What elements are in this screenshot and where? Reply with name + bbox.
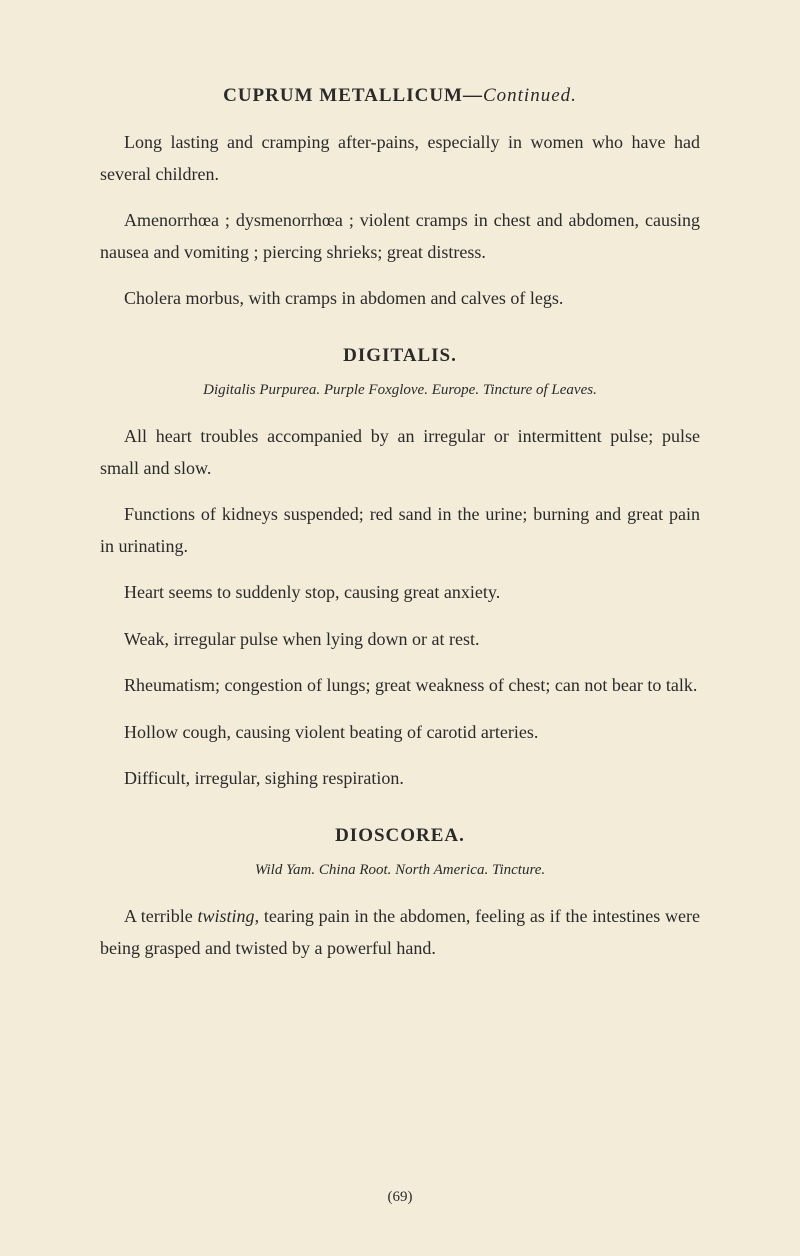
section1-para1: Long lasting and cramping after-pains, e… bbox=[100, 127, 700, 190]
section2-para6: Hollow cough, causing violent beating of… bbox=[100, 717, 700, 749]
section3-para1: A terrible twisting, tearing pain in the… bbox=[100, 901, 700, 964]
para1-italic: twisting bbox=[198, 906, 255, 926]
page-title: CUPRUM METALLICUM—Continued. bbox=[100, 85, 700, 107]
section2-para1: All heart troubles accompanied by an irr… bbox=[100, 421, 700, 484]
section1-para3: Cholera morbus, with cramps in abdomen a… bbox=[100, 283, 700, 315]
section2-subtitle: Digitalis Purpurea. Purple Foxglove. Eur… bbox=[100, 379, 700, 402]
section1-para2: Amenorrhœa ; dysmenorrhœa ; violent cram… bbox=[100, 205, 700, 268]
section2-title: DIGITALIS. bbox=[100, 345, 700, 367]
section2-para2: Functions of kidneys suspended; red sand… bbox=[100, 499, 700, 562]
section2-para7: Difficult, irregular, sighing respiratio… bbox=[100, 763, 700, 795]
title-italic: Continued. bbox=[483, 85, 577, 106]
section2-para5: Rheumatism; congestion of lungs; great w… bbox=[100, 670, 700, 702]
section2-para3: Heart seems to suddenly stop, causing gr… bbox=[100, 577, 700, 609]
section3-title: DIOSCOREA. bbox=[100, 825, 700, 847]
para1-part1: A terrible bbox=[124, 906, 198, 926]
section2-para4: Weak, irregular pulse when lying down or… bbox=[100, 624, 700, 656]
page-number: (69) bbox=[0, 1189, 800, 1206]
title-bold: CUPRUM METALLICUM— bbox=[223, 85, 483, 106]
section3-subtitle: Wild Yam. China Root. North America. Tin… bbox=[100, 859, 700, 882]
